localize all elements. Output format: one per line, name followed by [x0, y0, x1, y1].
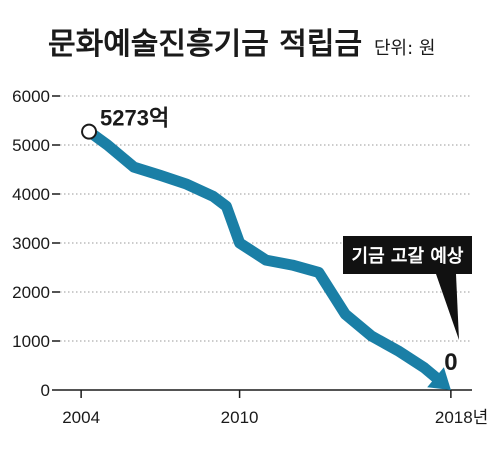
chart-title: 문화예술진흥기금 적립금	[48, 27, 362, 62]
callout-pointer	[436, 274, 459, 340]
start-value-label: 5273억	[100, 106, 169, 131]
depletion-callout: 기금 고갈 예상	[343, 236, 472, 340]
callout-text: 기금 고갈 예상	[352, 245, 464, 267]
x-axis-ticks: 2004 2010 2018년	[62, 390, 488, 427]
x-tick-label-2010: 2010	[221, 408, 259, 427]
y-tick-label-6000: 6000	[12, 87, 50, 106]
x-tick-label-2018: 2018년	[435, 408, 488, 427]
y-tick-label-2000: 2000	[12, 283, 50, 302]
callout-box	[343, 236, 472, 274]
unit-label: 단위: 원	[374, 38, 435, 59]
end-value-label: 0	[444, 349, 457, 376]
y-axis-ticks: 0 1000 2000 3000 4000 5000 6000	[12, 87, 60, 400]
y-tick-label-4000: 4000	[12, 185, 50, 204]
y-tick-label-1000: 1000	[12, 332, 50, 351]
series-line-fund-balance	[85, 127, 441, 383]
start-point-marker	[81, 123, 98, 140]
y-tick-label-3000: 3000	[12, 234, 50, 253]
y-tick-label-0: 0	[41, 381, 50, 400]
y-tick-label-5000: 5000	[12, 136, 50, 155]
end-arrowhead	[427, 367, 451, 390]
x-tick-label-2004: 2004	[62, 408, 100, 427]
grid-lines	[60, 95, 472, 342]
